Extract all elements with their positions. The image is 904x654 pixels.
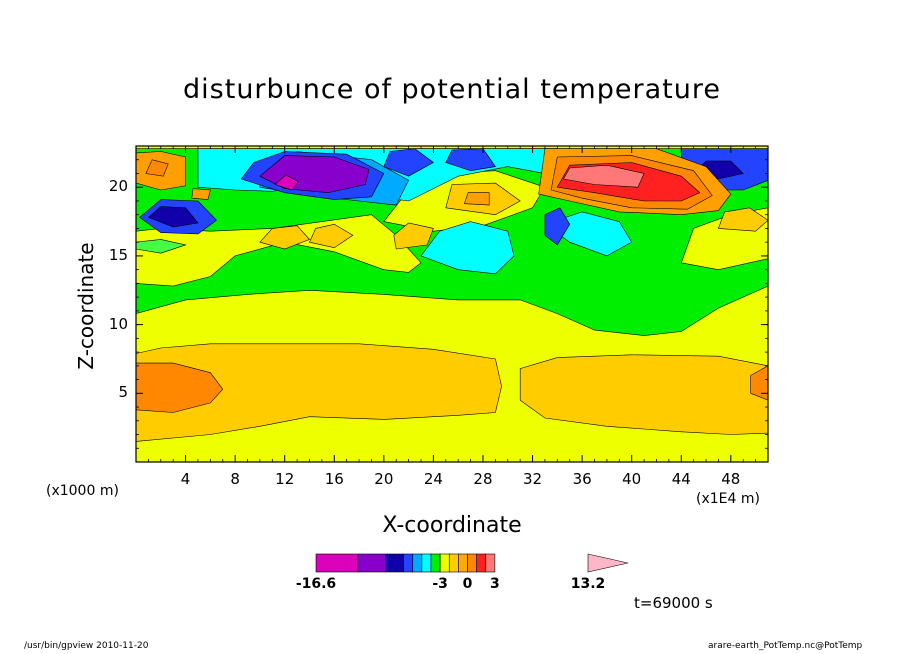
contour-region [519,354,768,435]
colorbar-segment [476,553,487,573]
x-tick-label: 36 [572,470,592,488]
contour-region [136,239,187,254]
colorbar-segment [439,553,450,573]
contour-region [393,222,434,250]
colorbar-tick-label: -16.6 [295,576,337,592]
y-unit-label: (x1E4 m) [696,491,760,507]
x-tick-label: 44 [671,470,691,488]
y-tick-label: 15 [108,245,128,264]
y-tick-label: 5 [118,383,128,402]
colorbar-segment [385,553,404,573]
x-tick-label: 12 [275,470,295,488]
contour-region [544,207,571,246]
contour-region [445,148,496,172]
contour-region [420,221,515,275]
colorbar-tick-label: 13.2 [570,576,606,592]
colorbar-segment [430,553,441,573]
y-tick-label: 20 [108,177,128,196]
colorbar [315,553,629,573]
axis-ticks [136,146,768,462]
contour-region [750,365,768,401]
contour-region [383,148,434,177]
colorbar-segment [467,553,477,573]
x-tick-label: 20 [374,470,394,488]
x-tick-label: 4 [180,470,191,488]
x-unit-label: (x1000 m) [46,483,119,499]
time-label: t=69000 s [634,594,713,612]
colorbar-segment [412,553,423,573]
contour-region [136,362,224,413]
contour-region [717,207,768,232]
x-axis-label: X-coordinate [382,513,522,538]
colorbar-segment [315,553,359,573]
colorbar-tick-label: -3 [432,576,448,592]
contour-region [145,159,169,177]
colorbar-segment [421,553,432,573]
x-tick-label: 16 [324,470,344,488]
y-axis-label: Z-coordinate [74,242,98,370]
contour-region [563,164,645,188]
contour-region [259,225,311,250]
colorbar-overflow-arrow [587,553,629,573]
plot-frame [135,145,769,463]
x-tick-label: 28 [473,470,493,488]
contour-region [147,206,199,228]
colorbar-segment [485,553,496,573]
contour-region [463,192,490,206]
footer-left: /usr/bin/gpview 2010-11-20 [24,641,149,651]
x-tick-label: 24 [423,470,443,488]
contour-region [191,188,211,200]
x-tick-label: 8 [230,470,240,488]
contour-region [136,343,502,442]
contour-region [274,174,299,191]
colorbar-tick-label: 0 [462,576,473,592]
colorbar-segment [357,553,386,573]
colorbar-segment [403,553,414,573]
colorbar-segment [448,553,459,573]
colorbar-tick-label: 3 [490,576,500,592]
chart-title: disturbunce of potential temperature [183,74,721,105]
contour-fill-area [136,146,768,462]
footer-right: arare-earth_PotTemp.nc@PotTemp [708,641,863,651]
colorbar-segment [458,553,468,573]
x-tick-label: 32 [523,470,543,488]
x-tick-label: 48 [721,470,741,488]
x-tick-label: 40 [622,470,642,488]
y-tick-label: 10 [108,314,128,333]
contour-region [309,223,354,249]
